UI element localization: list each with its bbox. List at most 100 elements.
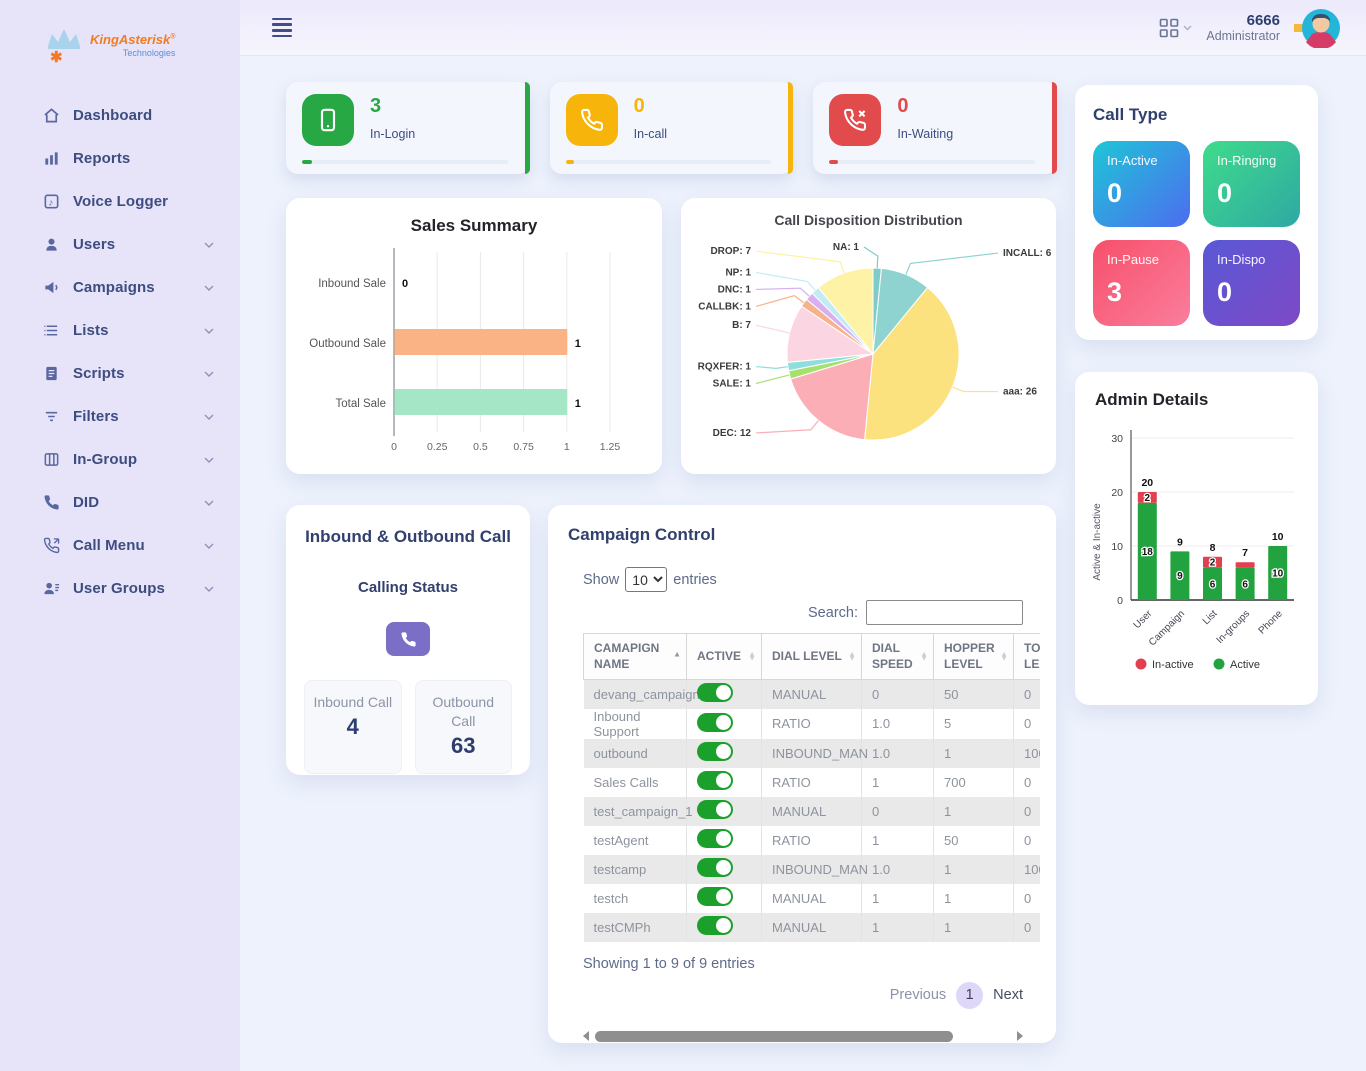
call-type-title: Call Type: [1093, 105, 1168, 124]
dial-speed-cell: 0: [861, 796, 934, 826]
active-toggle[interactable]: [697, 712, 733, 732]
home-icon: [43, 108, 59, 123]
user-role: Administrator: [1206, 29, 1280, 43]
calling-status-label: Calling Status: [357, 579, 458, 596]
menu-toggle-button[interactable]: [266, 12, 298, 43]
active-cell: [686, 708, 762, 739]
total-leads-cell: 0: [1013, 912, 1040, 942]
page-size-select[interactable]: 10: [625, 567, 668, 592]
column-header-total-leads[interactable]: TOTAL LEADS▲▼: [1013, 633, 1040, 681]
hopper-level-cell: 1: [933, 796, 1014, 826]
bar-chart-icon: [44, 152, 58, 165]
stat-value: 0: [897, 95, 909, 117]
show-label: Show: [583, 571, 620, 588]
active-toggle[interactable]: [697, 916, 733, 936]
dial-speed-cell: 1.0: [861, 738, 934, 768]
scroll-right-arrow[interactable]: [1017, 1031, 1023, 1042]
campaign-name-cell: devang_campaign: [583, 679, 700, 709]
sidebar-item-campaigns[interactable]: Campaigns: [0, 266, 240, 309]
pagination-page-1[interactable]: 1: [956, 981, 984, 1009]
call-type-grid: In-Active 0 In-Ringing 0 In-Pause 3 In-Dispo 0: [1093, 141, 1300, 326]
sidebar-item-scripts[interactable]: Scripts: [0, 352, 240, 395]
total-leads-cell: 100: [1013, 738, 1040, 768]
svg-text:INCALL: 6: INCALL: 6: [1003, 248, 1052, 259]
avatar[interactable]: [1294, 8, 1340, 49]
svg-text:10: 10: [1111, 541, 1123, 553]
tile-label: In-Active: [1107, 153, 1158, 168]
table-row: devang_campaign MANUAL 0 50 0: [583, 679, 1040, 709]
active-toggle[interactable]: [697, 771, 733, 791]
tile-value: 3: [1107, 277, 1123, 307]
sidebar-item-filters[interactable]: Filters: [0, 395, 240, 438]
search-input[interactable]: [866, 600, 1023, 625]
sidebar-item-voice-logger[interactable]: ♪ Voice Logger: [0, 180, 240, 223]
svg-text:User: User: [1132, 608, 1155, 631]
active-toggle[interactable]: [697, 800, 733, 820]
sidebar-item-in-group[interactable]: In-Group: [0, 438, 240, 481]
column-header-active[interactable]: ACTIVE ▲ ▼: [686, 633, 762, 681]
scrollbar-thumb[interactable]: [595, 1030, 953, 1042]
stat-value: 3: [370, 95, 382, 117]
stat-label: In-call: [633, 127, 668, 141]
svg-text:DROP: 7: DROP: 7: [710, 246, 751, 257]
columns-icon: [44, 453, 58, 466]
sort-icon: ▲▼: [673, 649, 681, 659]
active-toggle[interactable]: [697, 858, 733, 878]
pagination-next[interactable]: Next: [993, 987, 1023, 1004]
tile-label: In-Ringing: [1217, 153, 1277, 168]
svg-text:2: 2: [1210, 558, 1216, 569]
svg-text:NA: 1: NA: 1: [833, 242, 860, 253]
svg-text:♪: ♪: [48, 197, 53, 208]
svg-text:In-groups: In-groups: [1215, 608, 1253, 646]
apps-grid-button[interactable]: [1159, 18, 1192, 38]
dial-speed-cell: 1.0: [861, 708, 934, 739]
svg-text:1.25: 1.25: [600, 441, 621, 453]
column-header-dial-speed[interactable]: DIAL SPEED ▲ ▼: [861, 633, 934, 681]
active-toggle[interactable]: [697, 829, 733, 849]
sidebar-item-user-groups[interactable]: User Groups: [0, 567, 240, 610]
svg-text:8: 8: [1210, 542, 1216, 554]
list-icon: [42, 322, 60, 340]
chevron-down-icon: [204, 236, 214, 253]
megaphone-icon: [42, 279, 60, 297]
svg-text:30: 30: [1111, 433, 1123, 445]
stat-progress-bar: [829, 160, 1036, 164]
dial-speed-cell: 1.0: [861, 854, 934, 884]
column-header-dial-level[interactable]: DIAL LEVEL ▲ ▼: [761, 633, 862, 681]
sidebar-item-call-menu[interactable]: Call Menu: [0, 524, 240, 567]
smartphone-icon: [302, 94, 354, 146]
scroll-left-arrow[interactable]: [583, 1031, 589, 1042]
calling-status-phone-button[interactable]: [386, 622, 430, 656]
svg-text:0.5: 0.5: [473, 441, 488, 453]
campaign-name-cell: Sales Calls: [583, 767, 687, 797]
sidebar-item-users[interactable]: Users: [0, 223, 240, 266]
chevron-down-icon: [204, 537, 214, 554]
inbound-call-label: Inbound Call: [313, 694, 393, 710]
pagination-previous[interactable]: Previous: [889, 987, 947, 1004]
script-icon: [42, 365, 60, 383]
active-cell: [686, 854, 762, 884]
active-cell: [686, 796, 762, 826]
column-header-hopper-level[interactable]: HOPPER LEVEL ▲ ▼: [933, 633, 1014, 681]
svg-text:20: 20: [1141, 477, 1153, 489]
active-toggle[interactable]: [697, 887, 733, 907]
active-toggle[interactable]: [697, 742, 733, 762]
sidebar-item-reports[interactable]: Reports: [0, 137, 240, 180]
admin-details-card: Admin Details 0 10 20 30 Active & In-active 2…: [1075, 372, 1318, 705]
sidebar-item-lists[interactable]: Lists: [0, 309, 240, 352]
active-cell: [686, 883, 762, 913]
column-header-camapign-name[interactable]: CAMAPIGN NAME▲▼: [583, 633, 687, 681]
brand-logo: ✱ KingAsterisk® Technologies: [0, 0, 240, 72]
hopper-level-cell: 1: [933, 912, 1014, 942]
sidebar-item-label: Dashboard: [73, 107, 153, 124]
sidebar-item-dashboard[interactable]: Dashboard: [0, 94, 240, 137]
active-toggle[interactable]: [697, 683, 733, 703]
svg-text:NP: 1: NP: 1: [725, 267, 751, 278]
dial-level-cell: RATIO: [761, 767, 862, 797]
user-info[interactable]: 6666 Administrator: [1206, 12, 1280, 43]
table-info: Showing 1 to 9 of 9 entries: [583, 955, 755, 972]
script-icon: [45, 366, 57, 381]
svg-text:DNC: 1: DNC: 1: [718, 284, 752, 295]
sidebar-item-did[interactable]: DID: [0, 481, 240, 524]
